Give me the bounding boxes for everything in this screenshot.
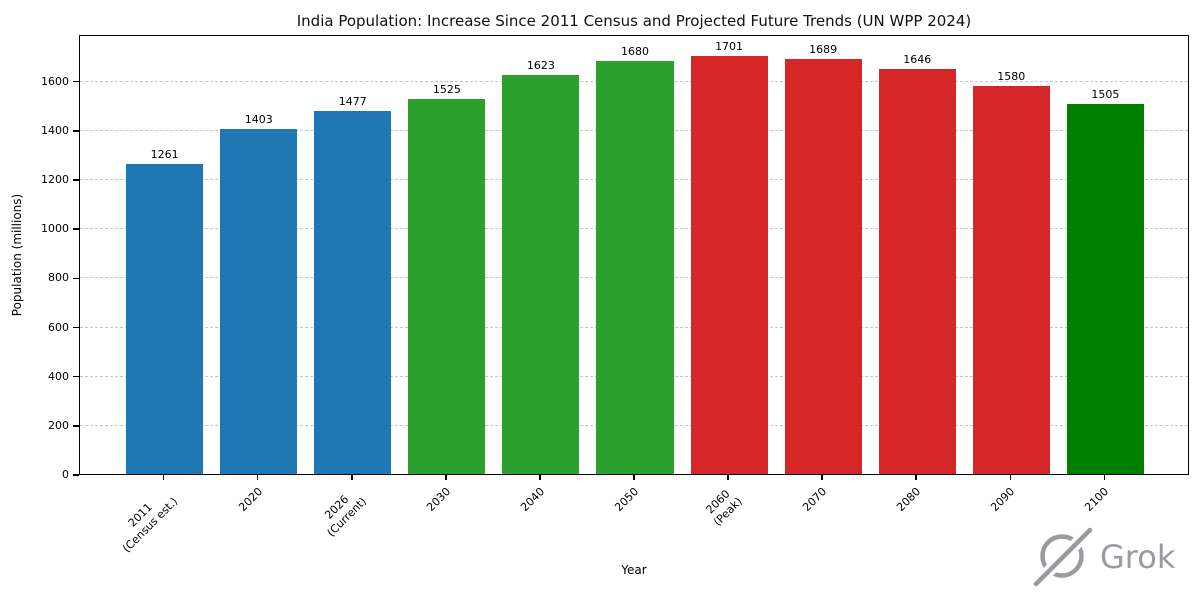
y-tick-label: 0 [62,468,69,481]
bar [878,69,956,474]
bar-value-label: 1403 [244,113,273,127]
x-tick-label: 2080 [894,485,924,514]
x-tick-label: 2070 [800,485,830,514]
y-tick [73,474,79,476]
bar-value-label: 1680 [621,45,649,59]
bar [408,99,486,474]
watermark-text: Grok [1100,538,1176,576]
y-tick-label: 1600 [41,74,69,88]
x-axis-label: Year [621,563,647,577]
x-tick-label: 2030 [424,485,454,514]
x-tick [351,475,353,480]
x-tick-label: 2060 (Peak) [703,487,746,529]
x-tick [915,475,917,480]
grok-logo-icon: Grok [1031,525,1176,589]
y-tick-label: 400 [48,369,69,383]
plot-area: 1261 1403 1477 1525 1623 1680 1701 1689 1646 1580… [79,35,1189,475]
y-tick-label: 1400 [41,123,69,137]
bar [126,164,204,474]
bar-value-label: 1646 [903,53,932,67]
bar [314,110,392,474]
watermark: Grok [1018,518,1198,598]
x-tick-label: 2050 [612,485,642,514]
y-tick [73,130,79,132]
x-tick [256,475,259,480]
bar-value-label: 1477 [338,94,367,108]
chart-title: India Population: Increase Since 2011 Ce… [296,12,972,30]
y-tick [73,375,79,378]
bar [1066,104,1144,474]
y-tick-label: 1000 [41,222,69,236]
y-tick [73,80,79,83]
x-tick-label: 2011 (Census est.) [120,495,181,556]
x-tick [821,475,823,480]
y-tick-label: 1200 [41,173,69,187]
x-tick-label: 2020 [235,485,265,514]
bar [220,129,298,474]
bar [502,75,580,474]
y-axis-label: Population (millions) [10,193,24,317]
bar-value-label: 1580 [997,69,1026,83]
bar [784,58,862,474]
x-tick-label: 2090 [988,485,1018,514]
bar-value-label: 1261 [150,148,179,162]
y-tick-label: 600 [48,320,69,334]
bar-value-label: 1525 [432,83,461,97]
x-tick-label: 2026 (Current) [322,492,370,540]
y-tick [73,277,79,280]
bar [690,55,768,474]
x-tick [445,475,447,480]
y-tick [73,425,79,427]
x-tick [727,475,729,480]
x-tick [539,475,541,480]
bar [596,61,674,474]
x-tick [1103,475,1106,480]
bar-value-label: 1701 [715,39,744,53]
y-tick-label: 200 [48,418,69,432]
y-tick [73,228,79,230]
bar [972,85,1050,474]
y-tick [73,179,79,181]
y-tick-label: 800 [48,271,69,285]
bar-value-label: 1505 [1091,88,1120,102]
x-tick [633,475,635,480]
x-tick-label: 2040 [518,485,548,514]
bar-value-label: 1623 [526,59,555,73]
y-tick [73,326,79,329]
x-tick [1009,475,1012,480]
x-tick-label: 2100 [1082,485,1112,514]
x-tick [162,475,165,480]
bar-value-label: 1689 [809,42,838,56]
